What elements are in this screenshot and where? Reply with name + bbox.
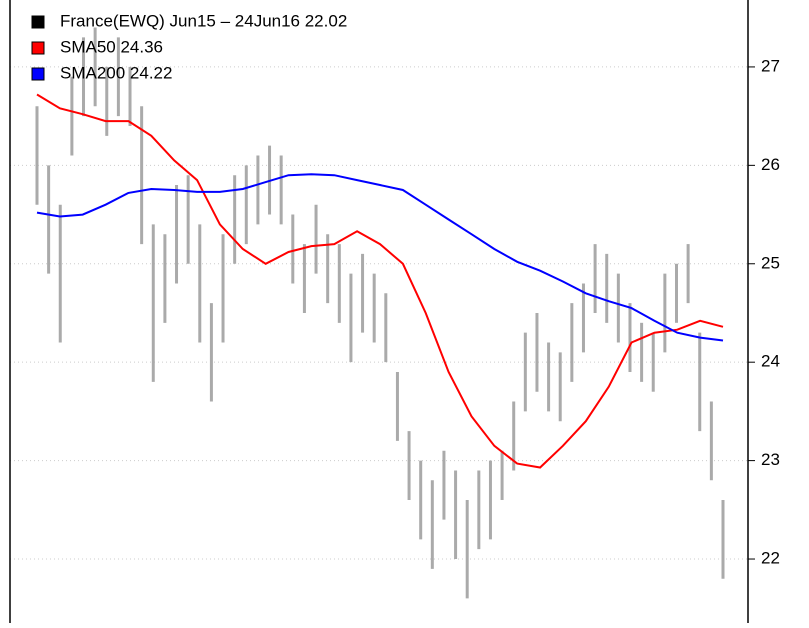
sma-line	[36, 93, 724, 469]
y-tick-label: 23	[761, 450, 780, 469]
y-tick-label: 27	[761, 56, 780, 75]
legend-label: France(EWQ) Jun15 – 24Jun16 22.02	[60, 11, 347, 30]
legend-label: SMA50 24.36	[60, 37, 163, 56]
legend-swatch	[31, 67, 45, 81]
y-tick-label: 24	[761, 352, 780, 371]
y-tick-label: 25	[761, 253, 780, 272]
plot-frame	[9, 0, 749, 623]
y-tick-label: 26	[761, 155, 780, 174]
y-tick-label: 22	[761, 549, 780, 568]
legend-swatch	[31, 41, 45, 55]
legend-swatch	[31, 15, 45, 29]
legend-label: SMA200 24.22	[60, 63, 172, 82]
sma-line	[36, 173, 724, 342]
